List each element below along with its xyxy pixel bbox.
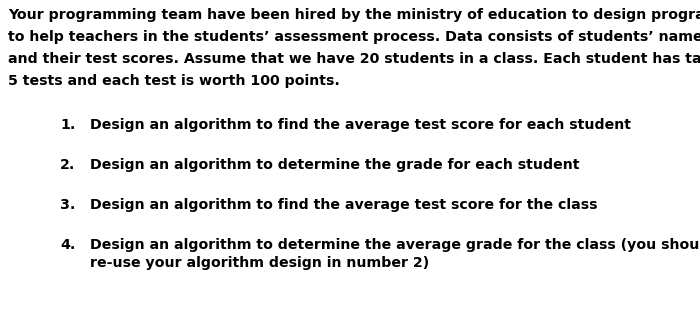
Text: re-use your algorithm design in number 2): re-use your algorithm design in number 2… xyxy=(90,256,429,270)
Text: and their test scores. Assume that we have 20 students in a class. Each student : and their test scores. Assume that we ha… xyxy=(8,52,700,66)
Text: 2.: 2. xyxy=(60,158,76,172)
Text: Design an algorithm to find the average test score for the class: Design an algorithm to find the average … xyxy=(90,198,598,212)
Text: 5 tests and each test is worth 100 points.: 5 tests and each test is worth 100 point… xyxy=(8,74,340,88)
Text: 4.: 4. xyxy=(60,238,76,252)
Text: Design an algorithm to determine the average grade for the class (you should: Design an algorithm to determine the ave… xyxy=(90,238,700,252)
Text: Design an algorithm to determine the grade for each student: Design an algorithm to determine the gra… xyxy=(90,158,580,172)
Text: 3.: 3. xyxy=(60,198,76,212)
Text: 1.: 1. xyxy=(60,118,76,132)
Text: to help teachers in the students’ assessment process. Data consists of students’: to help teachers in the students’ assess… xyxy=(8,30,700,44)
Text: Design an algorithm to find the average test score for each student: Design an algorithm to find the average … xyxy=(90,118,631,132)
Text: Your programming team have been hired by the ministry of education to design pro: Your programming team have been hired by… xyxy=(8,8,700,22)
